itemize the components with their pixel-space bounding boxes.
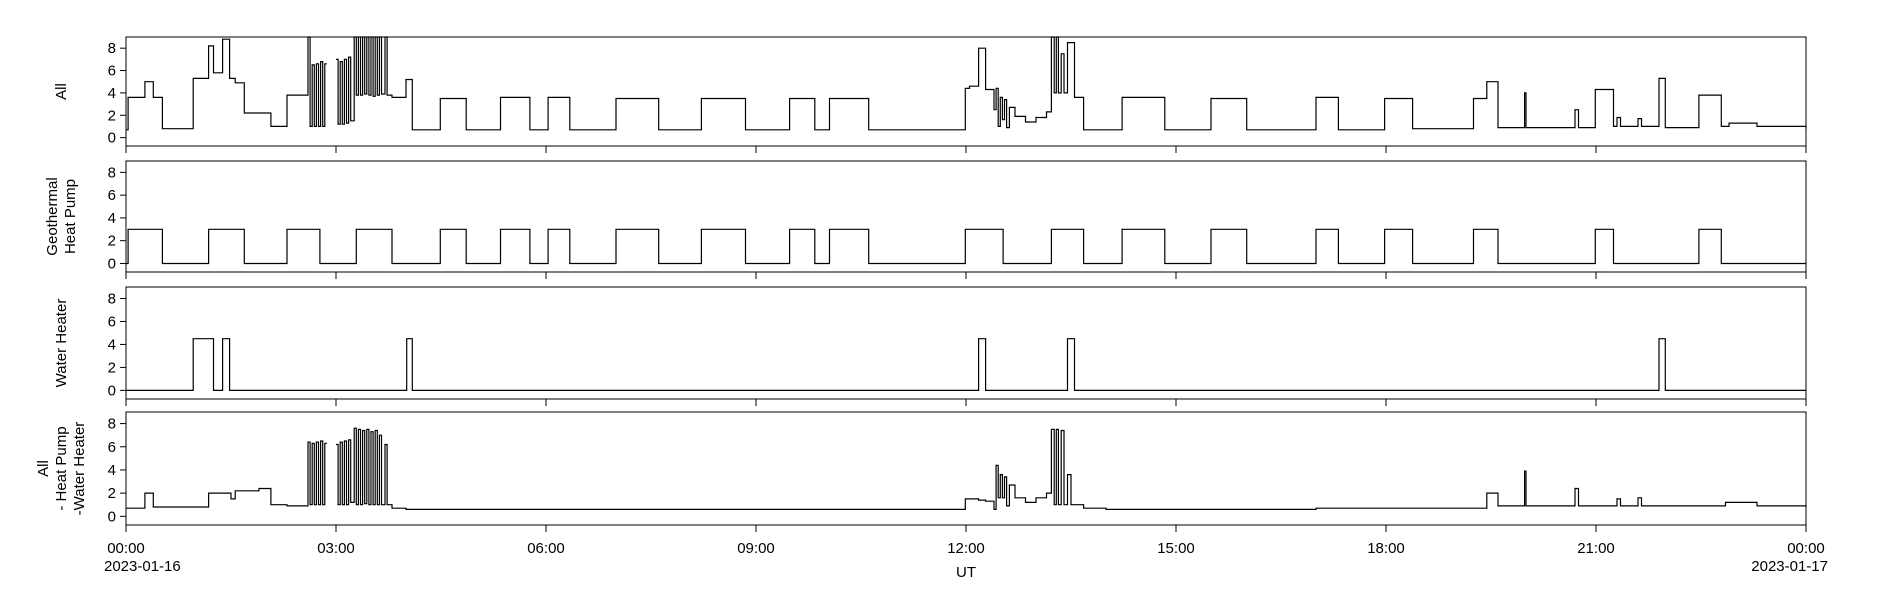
y-tick-label: 0 — [108, 255, 116, 272]
series-line — [126, 427, 1807, 510]
y-tick-label: 6 — [108, 313, 116, 330]
series-line — [126, 228, 1806, 265]
y-tick-label: 2 — [108, 359, 116, 376]
y-axis-label: All — [35, 460, 52, 477]
x-tick-label: 21:00 — [1577, 540, 1615, 557]
panel-frame — [125, 36, 1807, 147]
y-tick-label: 8 — [108, 40, 116, 57]
y-tick-label: 6 — [108, 63, 116, 80]
y-tick-label: 8 — [108, 290, 116, 307]
y-axis-label: Heat Pump — [62, 179, 79, 254]
series-line — [126, 36, 1807, 131]
x-tick-date: 2023-01-16 — [104, 558, 181, 575]
y-tick-label: 2 — [108, 485, 116, 502]
y-axis-label: - Heat Pump — [53, 426, 70, 510]
y-tick-label: 0 — [108, 508, 116, 525]
y-tick-label: 4 — [108, 462, 116, 479]
x-tick-label: 15:00 — [1157, 540, 1195, 557]
panel-frame — [125, 286, 1807, 400]
y-tick-label: 6 — [108, 439, 116, 456]
y-tick-label: 0 — [108, 382, 116, 399]
x-tick-label: 00:00 — [107, 540, 145, 557]
y-tick-label: 4 — [108, 210, 116, 227]
y-axis-label: All — [53, 83, 70, 100]
y-tick-label: 6 — [108, 187, 116, 204]
series-line — [126, 338, 1806, 391]
panel-frame — [125, 411, 1807, 526]
x-axis-label: UT — [956, 564, 976, 581]
y-tick-label: 2 — [108, 107, 116, 124]
y-tick-label: 8 — [108, 416, 116, 433]
x-tick-label: 06:00 — [527, 540, 565, 557]
y-axis-label: Water Heater — [53, 299, 70, 388]
x-tick-label: 09:00 — [737, 540, 775, 557]
y-axis-label: Geothermal — [44, 177, 61, 255]
x-tick-date: 2023-01-17 — [1751, 558, 1828, 575]
x-tick-label: 03:00 — [317, 540, 355, 557]
x-tick-label: 18:00 — [1367, 540, 1405, 557]
y-tick-label: 0 — [108, 130, 116, 147]
y-tick-label: 4 — [108, 336, 116, 353]
y-tick-label: 8 — [108, 164, 116, 181]
y-axis-label: -Water Heater — [71, 422, 88, 516]
y-tick-label: 4 — [108, 85, 116, 102]
y-tick-label: 2 — [108, 233, 116, 250]
x-tick-label: 12:00 — [947, 540, 985, 557]
panel-frame — [125, 160, 1807, 273]
x-tick-label: 00:00 — [1787, 540, 1825, 557]
